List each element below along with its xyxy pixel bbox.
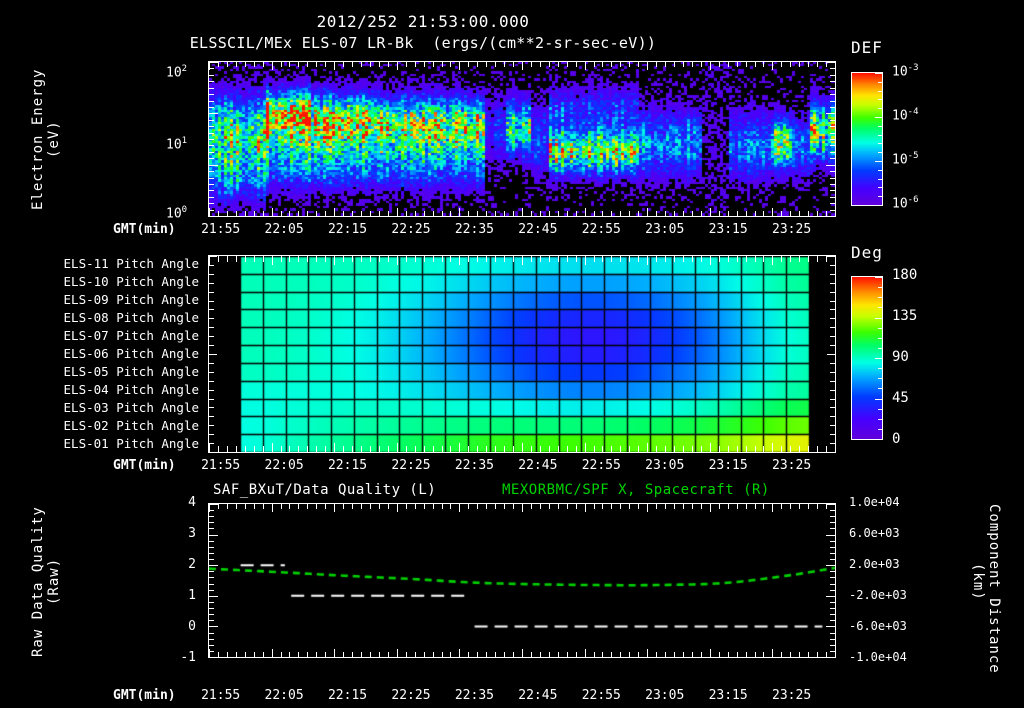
quality-right-tick-4: -6.0e+03 (849, 619, 907, 633)
pitch-xtick-2305: 23:05 (645, 458, 685, 473)
spectrogram-xtick-2245: 22:45 (518, 222, 558, 237)
spectrogram-xtick-2205: 22:05 (264, 222, 304, 237)
deg-cbar-label-45: 45 (892, 390, 909, 406)
quality-gmt-label: GMT(min) (113, 688, 176, 703)
page-title-timestamp: 2012/252 21:53:00.000 (316, 12, 530, 31)
def-cbar-label-1e-5: 10-5 (892, 151, 919, 168)
quality-right-tick-0: 1.0e+04 (849, 495, 900, 509)
spectrogram-xtick-2255: 22:55 (581, 222, 621, 237)
deg-colorbar-title: Deg (851, 243, 883, 262)
quality-xtick-2225: 22:25 (391, 688, 431, 703)
def-cbar-label-1e-6: 10-6 (892, 195, 919, 212)
pitch-xtick-2155: 21:55 (201, 458, 241, 473)
quality-left-tick-0: 0 (188, 619, 196, 634)
quality-xtick-2305: 23:05 (645, 688, 685, 703)
quality-xtick-2235: 22:35 (454, 688, 494, 703)
quality-right-tick-3: -2.0e+03 (849, 588, 907, 602)
def-cbar-label-1e-4: 10-4 (892, 107, 919, 124)
quality-xtick-2315: 23:15 (708, 688, 748, 703)
quality-panel-frame (208, 503, 836, 658)
quality-xtick-2155: 21:55 (201, 688, 241, 703)
pitch-xtick-2205: 22:05 (264, 458, 304, 473)
spectrogram-image (209, 62, 835, 216)
quality-left-tick-3: 3 (188, 526, 196, 541)
spectrogram-xtick-2225: 22:25 (391, 222, 431, 237)
quality-xtick-2255: 22:55 (581, 688, 621, 703)
spectrogram-xtick-2325: 23:25 (772, 222, 812, 237)
spectrogram-xtick-2155: 21:55 (201, 222, 241, 237)
pitch-xtick-2315: 23:15 (708, 458, 748, 473)
page-subtitle-instrument: ELSSCIL/MEx ELS-07 LR-Bk (ergs/(cm**2-sr… (189, 34, 657, 52)
spectrogram-xtick-2235: 22:35 (454, 222, 494, 237)
pitch-gmt-label: GMT(min) (113, 458, 176, 473)
quality-left-tick-1: 1 (188, 588, 196, 603)
def-colorbar (851, 72, 883, 206)
pitch-row-label-7: ELS-05 Pitch Angle (63, 364, 199, 379)
pitch-angle-panel-frame (208, 255, 836, 453)
deg-cbar-label-0: 0 (892, 431, 901, 447)
pitch-row-label-1: ELS-11 Pitch Angle (63, 256, 199, 271)
quality-xtick-2215: 22:15 (327, 688, 368, 703)
quality-left-tick--1: -1 (180, 650, 196, 665)
pitch-xtick-2215: 22:15 (327, 458, 368, 473)
pitch-row-label-2: ELS-10 Pitch Angle (63, 274, 199, 289)
pitch-xtick-2225: 22:25 (391, 458, 431, 473)
quality-header-left: SAF_BXuT/Data Quality (L) (213, 482, 437, 498)
quality-left-tick-4: 4 (188, 495, 196, 510)
pitch-angle-row-labels: ELS-11 Pitch Angle ELS-10 Pitch Angle ELS-… (0, 255, 203, 453)
deg-cbar-label-90: 90 (892, 349, 909, 365)
spectrogram-panel-frame (208, 61, 836, 217)
quality-xtick-2245: 22:45 (518, 688, 558, 703)
quality-plot-image (209, 504, 835, 657)
spectrogram-ytick-10: 101 (166, 136, 188, 153)
deg-colorbar (851, 276, 883, 440)
pitch-xtick-2235: 22:35 (454, 458, 494, 473)
pitch-row-label-5: ELS-07 Pitch Angle (63, 328, 199, 343)
pitch-row-label-11: ELS-01 Pitch Angle (63, 436, 199, 451)
deg-cbar-label-180: 180 (892, 267, 918, 283)
pitch-row-label-4: ELS-08 Pitch Angle (63, 310, 199, 325)
quality-y-right-title: Component Distance (km) (970, 504, 1002, 674)
quality-xtick-2205: 22:05 (264, 688, 304, 703)
spectrogram-ytick-1: 100 (166, 205, 188, 222)
pitch-row-label-10: ELS-02 Pitch Angle (63, 418, 199, 433)
pitch-row-label-6: ELS-06 Pitch Angle (63, 346, 199, 361)
spectrogram-ytick-100: 102 (166, 64, 188, 81)
def-colorbar-title: DEF (851, 38, 883, 57)
quality-right-tick-5: -1.0e+04 (849, 650, 907, 664)
pitch-xtick-2255: 22:55 (581, 458, 621, 473)
pitch-row-label-8: ELS-04 Pitch Angle (63, 382, 199, 397)
quality-header-right: MEXORBMC/SPF X, Spacecraft (R) (502, 482, 770, 498)
pitch-xtick-2325: 23:25 (772, 458, 812, 473)
spectrogram-y-axis-title: Electron Energy (eV) (30, 68, 62, 211)
deg-cbar-label-135: 135 (892, 308, 918, 324)
spectrogram-xtick-2315: 23:15 (708, 222, 748, 237)
pitch-row-label-3: ELS-09 Pitch Angle (63, 292, 199, 307)
quality-right-tick-2: 2.0e+03 (849, 557, 900, 571)
quality-right-tick-1: 6.0e+03 (849, 526, 900, 540)
quality-left-tick-2: 2 (188, 557, 196, 572)
spectrogram-xtick-2305: 23:05 (645, 222, 685, 237)
pitch-angle-image (209, 256, 835, 452)
def-cbar-label-1e-3: 10-3 (892, 63, 919, 80)
spectrogram-gmt-label: GMT(min) (113, 222, 176, 237)
pitch-row-label-9: ELS-03 Pitch Angle (63, 400, 199, 415)
spectrogram-xtick-2215: 22:15 (327, 222, 368, 237)
pitch-xtick-2245: 22:45 (518, 458, 558, 473)
quality-xtick-2325: 23:25 (772, 688, 812, 703)
